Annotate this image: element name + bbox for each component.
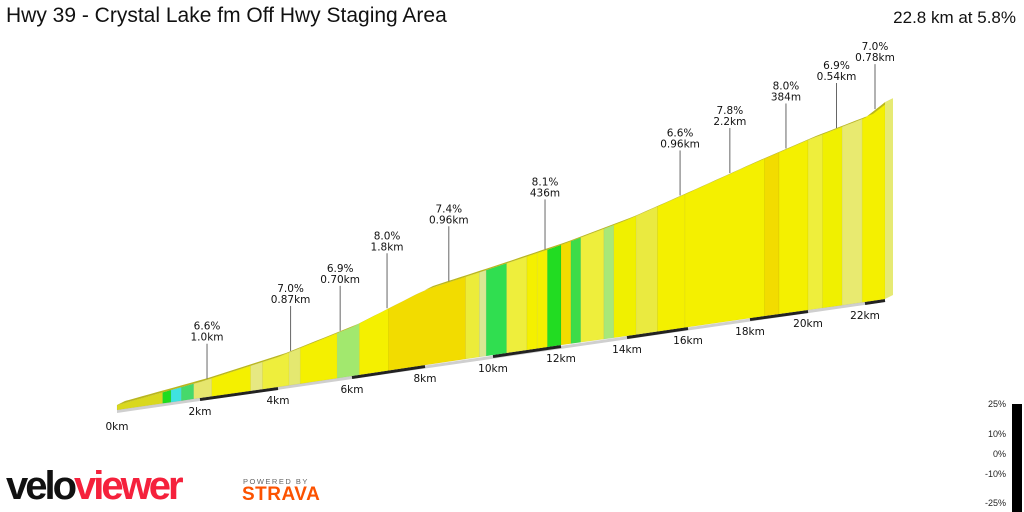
annotation-gradient: 6.6% xyxy=(194,321,221,333)
annotation-length: 2.2km xyxy=(713,116,746,128)
x-tick-label: 14km xyxy=(612,344,642,356)
gradient-segment xyxy=(570,237,582,344)
legend-tick: -25% xyxy=(984,498,1006,508)
gradient-segment xyxy=(181,383,195,401)
baseline-km-band xyxy=(864,299,886,305)
gradient-segment xyxy=(506,256,528,354)
gradient-segment xyxy=(603,224,615,340)
gradient-segment xyxy=(299,332,338,384)
gradient-segment xyxy=(262,352,290,390)
powered-by-label: POWERED BY xyxy=(243,477,309,486)
annotation-length: 436m xyxy=(530,187,560,199)
annotation-length: 0.54km xyxy=(817,71,857,83)
gradient-segment xyxy=(822,126,843,309)
annotation-length: 0.96km xyxy=(660,138,700,150)
legend-tick: -10% xyxy=(984,469,1006,479)
gradient-segment xyxy=(861,101,886,303)
strava-logo[interactable]: STRAVA xyxy=(242,484,321,505)
gradient-segment xyxy=(778,139,809,315)
annotation-length: 0.96km xyxy=(429,214,469,226)
gradient-segment xyxy=(388,276,467,371)
annotation-length: 0.70km xyxy=(320,274,360,286)
gradient-segment xyxy=(580,228,605,343)
legend-tick: 10% xyxy=(987,429,1006,439)
annotation-length: 1.0km xyxy=(191,332,224,344)
gradient-segment xyxy=(479,269,487,358)
x-tick-label: 8km xyxy=(414,373,437,385)
gradient-segment xyxy=(250,361,263,392)
x-tick-label: 2km xyxy=(189,406,212,418)
annotation-gradient: 8.0% xyxy=(773,80,800,92)
gradient-segment xyxy=(657,193,686,332)
gradient-segment xyxy=(536,249,548,349)
gradient-segment xyxy=(684,158,765,328)
gradient-segment xyxy=(162,389,172,404)
annotation-gradient: 6.6% xyxy=(667,127,694,139)
legend-color-bar xyxy=(1012,404,1022,512)
x-tick-label: 6km xyxy=(341,384,364,396)
gradient-segment xyxy=(841,118,863,306)
gradient-segment xyxy=(465,271,480,360)
x-tick-label: 16km xyxy=(673,335,703,347)
annotation-length: 0.87km xyxy=(271,294,311,306)
baseline-km-band xyxy=(626,327,689,339)
gradient-segment xyxy=(211,365,251,397)
gradient-segment xyxy=(288,347,301,386)
x-tick-label: 12km xyxy=(546,353,576,365)
annotation-gradient: 8.0% xyxy=(374,230,401,242)
x-tick-label: 20km xyxy=(793,318,823,330)
climb-summary: 22.8 km at 5.8% xyxy=(893,8,1016,27)
annotation-gradient: 6.9% xyxy=(327,263,354,275)
veloviewer-logo[interactable]: veloviewer xyxy=(6,464,184,508)
annotation-gradient: 7.8% xyxy=(717,105,744,117)
gradient-segment xyxy=(336,322,360,379)
gradient-segment xyxy=(764,152,780,317)
gradient-segment xyxy=(359,308,389,376)
annotation-gradient: 7.4% xyxy=(435,203,462,215)
x-tick-label: 22km xyxy=(850,310,880,322)
gradient-segment xyxy=(526,252,538,351)
baseline-km-band xyxy=(351,365,426,379)
x-tick-label: 4km xyxy=(267,395,290,407)
annotation-gradient: 6.9% xyxy=(823,60,850,72)
gradient-segment xyxy=(547,244,562,348)
annotation-length: 384m xyxy=(771,91,801,103)
gradient-segment xyxy=(807,134,823,311)
gradient-segment xyxy=(485,263,507,357)
annotation-gradient: 7.0% xyxy=(277,283,304,295)
annotation-length: 1.8km xyxy=(371,241,404,253)
x-tick-label: 10km xyxy=(478,363,508,375)
annotation-gradient: 7.0% xyxy=(862,41,889,53)
gradient-segment xyxy=(613,215,637,339)
profile-end-face xyxy=(885,98,893,299)
baseline-km-band xyxy=(199,387,279,401)
page-title: Hwy 39 - Crystal Lake fm Off Hwy Staging… xyxy=(6,4,447,27)
legend-tick: 25% xyxy=(987,399,1006,409)
baseline-km-band xyxy=(749,310,809,321)
gradient-segment xyxy=(560,240,572,346)
annotation-gradient: 8.1% xyxy=(532,176,559,188)
legend-tick: 0% xyxy=(992,449,1006,459)
x-tick-label: 0km xyxy=(106,421,129,433)
annotation-length: 0.78km xyxy=(855,52,895,64)
baseline-km-band xyxy=(492,345,562,358)
gradient-segment xyxy=(635,206,658,335)
x-tick-label: 18km xyxy=(735,326,765,338)
